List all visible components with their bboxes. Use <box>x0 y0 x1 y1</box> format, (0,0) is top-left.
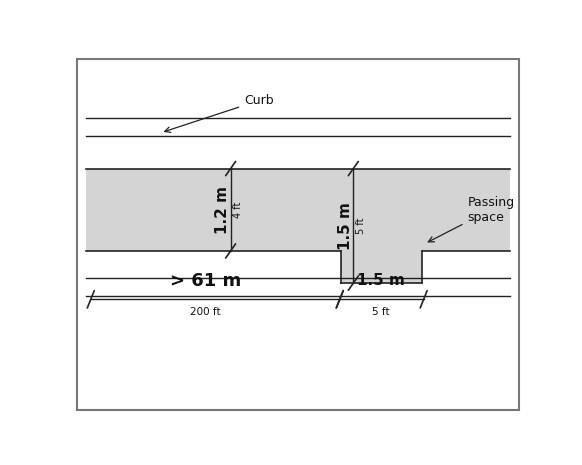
Text: 4 ft: 4 ft <box>233 201 243 218</box>
Text: > 61 m: > 61 m <box>170 272 242 290</box>
Text: 5 ft: 5 ft <box>356 218 365 234</box>
Text: 1.2 m: 1.2 m <box>215 186 230 234</box>
Text: 1.5 m: 1.5 m <box>357 273 405 288</box>
Text: 1.5 m: 1.5 m <box>338 202 353 250</box>
FancyBboxPatch shape <box>77 60 519 410</box>
Bar <box>341 251 423 283</box>
Text: Curb: Curb <box>165 94 274 133</box>
Text: 200 ft: 200 ft <box>190 307 221 317</box>
Text: 5 ft: 5 ft <box>372 307 390 317</box>
Text: Passing
space: Passing space <box>428 196 514 242</box>
Bar <box>86 169 510 251</box>
